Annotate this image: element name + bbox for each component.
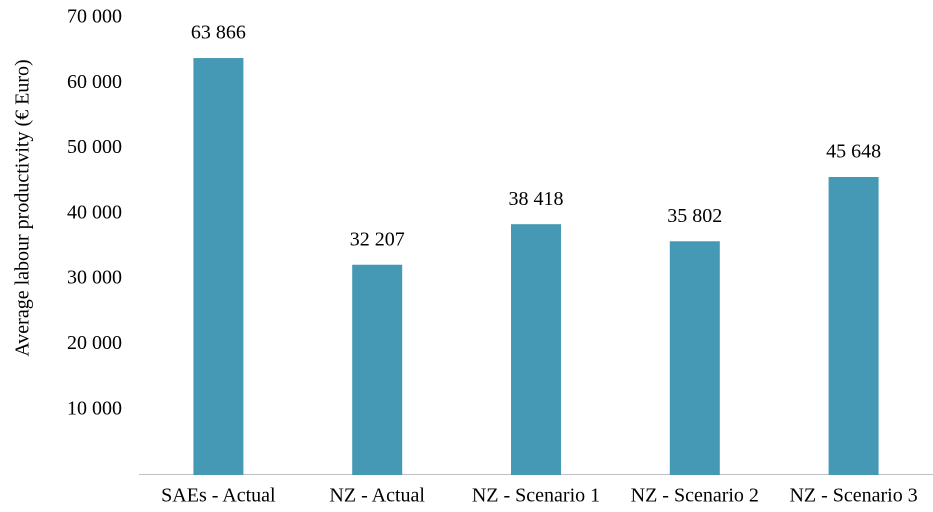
y-tick-label: 10 000 (67, 397, 122, 419)
y-tick-label: 20 000 (67, 332, 122, 354)
y-tick-label: 70 000 (67, 6, 122, 28)
x-tick-label: NZ - Scenario 3 (789, 485, 917, 507)
bar (828, 176, 879, 475)
y-tick-label: 50 000 (67, 136, 122, 158)
value-label: 45 648 (826, 141, 881, 163)
bar (352, 264, 403, 475)
x-tick-label: SAEs - Actual (161, 485, 276, 507)
bar (511, 224, 561, 475)
x-tick-label: NZ - Actual (329, 485, 425, 507)
x-tick-label: NZ - Scenario 1 (472, 485, 600, 507)
y-tick-label: 60 000 (67, 71, 122, 93)
x-tick-label: NZ - Scenario 2 (631, 485, 759, 507)
value-label: 32 207 (350, 228, 405, 250)
value-label: 63 866 (191, 22, 246, 44)
y-tick-label: 30 000 (67, 267, 122, 289)
y-axis-title: Average labour productivity (€ Euro) (12, 59, 34, 356)
bar (669, 241, 720, 475)
value-label: 35 802 (667, 205, 722, 227)
value-label: 38 418 (509, 188, 564, 210)
bar (193, 58, 244, 475)
y-tick-label: 40 000 (67, 201, 122, 223)
